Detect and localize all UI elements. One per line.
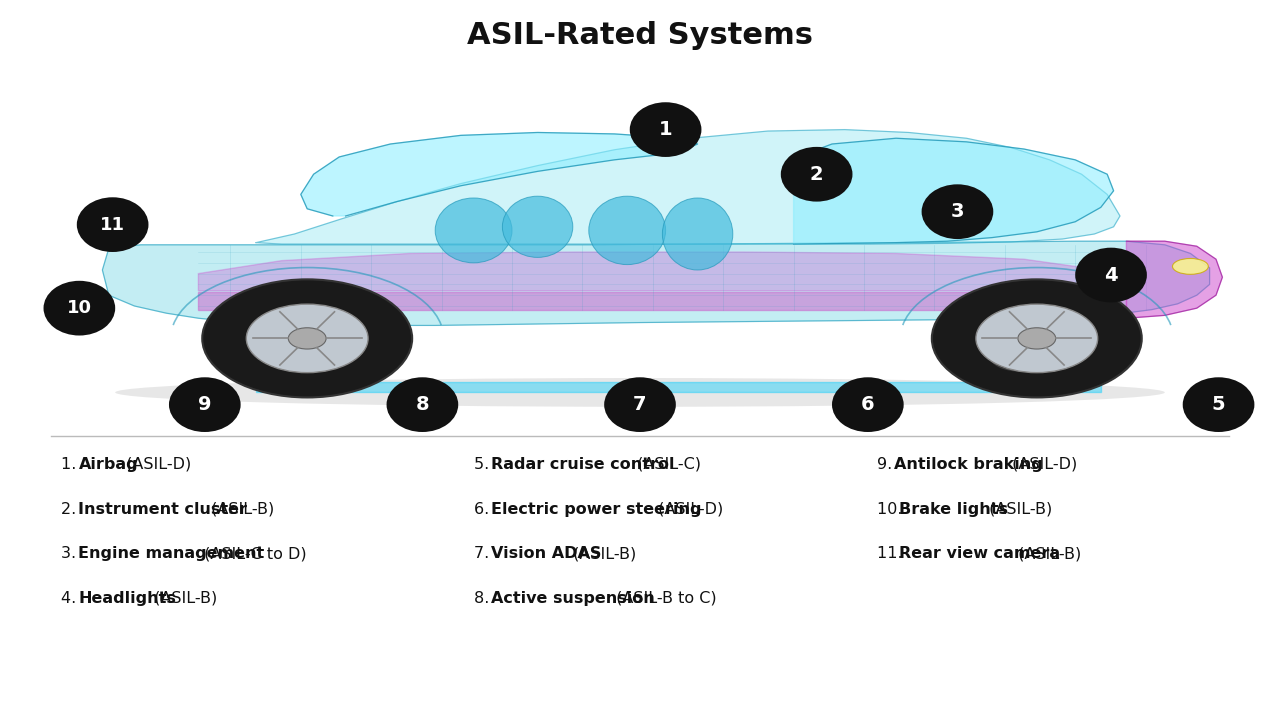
- Text: Headlights: Headlights: [78, 591, 177, 606]
- Text: 6: 6: [861, 395, 874, 414]
- Text: 11: 11: [100, 216, 125, 233]
- Text: 5: 5: [1212, 395, 1225, 414]
- Text: 8.: 8.: [474, 591, 494, 606]
- Text: (ASIL-B): (ASIL-B): [984, 502, 1052, 516]
- Polygon shape: [198, 292, 1126, 310]
- Text: 11.: 11.: [877, 546, 908, 561]
- Circle shape: [202, 279, 412, 397]
- Text: (ASIL-D): (ASIL-D): [1007, 457, 1076, 472]
- Ellipse shape: [387, 377, 458, 432]
- Text: ASIL-Rated Systems: ASIL-Rated Systems: [467, 22, 813, 50]
- Ellipse shape: [922, 184, 993, 239]
- Circle shape: [932, 279, 1142, 397]
- Text: 4.: 4.: [61, 591, 82, 606]
- Ellipse shape: [832, 377, 904, 432]
- Text: 1: 1: [659, 120, 672, 139]
- Text: 3: 3: [951, 202, 964, 221]
- Ellipse shape: [630, 102, 701, 157]
- Text: (ASIL-C to D): (ASIL-C to D): [198, 546, 306, 561]
- Ellipse shape: [589, 196, 666, 264]
- Text: (ASIL-D): (ASIL-D): [120, 457, 191, 472]
- Polygon shape: [794, 138, 1114, 244]
- Text: 7.: 7.: [474, 546, 494, 561]
- Text: 6.: 6.: [474, 502, 494, 516]
- Polygon shape: [256, 130, 1120, 244]
- Polygon shape: [198, 252, 1126, 291]
- Ellipse shape: [44, 281, 115, 336]
- Text: (ASIL-B): (ASIL-B): [568, 546, 636, 561]
- Text: Electric power steering: Electric power steering: [490, 502, 701, 516]
- Polygon shape: [301, 132, 698, 216]
- Text: (ASIL-B): (ASIL-B): [148, 591, 218, 606]
- Text: (ASIL-C): (ASIL-C): [632, 457, 701, 472]
- Text: 9.: 9.: [877, 457, 897, 472]
- Text: (ASIL-D): (ASIL-D): [653, 502, 723, 516]
- Text: 10: 10: [67, 300, 92, 317]
- Circle shape: [975, 304, 1098, 373]
- Ellipse shape: [781, 147, 852, 202]
- Text: Instrument cluster: Instrument cluster: [78, 502, 247, 516]
- Text: Active suspension: Active suspension: [490, 591, 654, 606]
- Circle shape: [1018, 328, 1056, 349]
- Text: 7: 7: [634, 395, 646, 414]
- Text: Rear view camera: Rear view camera: [900, 546, 1061, 561]
- Text: (ASIL-B to C): (ASIL-B to C): [611, 591, 717, 606]
- Text: 10.: 10.: [877, 502, 908, 516]
- Text: 4: 4: [1105, 266, 1117, 284]
- Ellipse shape: [1172, 258, 1208, 274]
- Ellipse shape: [1183, 377, 1254, 432]
- Text: (ASIL-B): (ASIL-B): [1012, 546, 1080, 561]
- Ellipse shape: [1075, 248, 1147, 302]
- Text: Radar cruise control: Radar cruise control: [490, 457, 675, 472]
- Ellipse shape: [435, 198, 512, 263]
- Text: Engine management: Engine management: [78, 546, 265, 561]
- Text: 3.: 3.: [61, 546, 82, 561]
- Ellipse shape: [503, 196, 573, 258]
- Ellipse shape: [77, 197, 148, 252]
- Text: 2: 2: [810, 165, 823, 184]
- Ellipse shape: [604, 377, 676, 432]
- Text: 8: 8: [416, 395, 429, 414]
- Text: Brake lights: Brake lights: [900, 502, 1009, 516]
- Ellipse shape: [663, 198, 733, 270]
- Circle shape: [288, 328, 326, 349]
- Ellipse shape: [115, 378, 1165, 407]
- Circle shape: [246, 304, 369, 373]
- Text: Antilock braking: Antilock braking: [893, 457, 1042, 472]
- Text: (ASIL-B): (ASIL-B): [206, 502, 274, 516]
- Text: 9: 9: [198, 395, 211, 414]
- Text: Vision ADAS: Vision ADAS: [490, 546, 602, 561]
- Polygon shape: [102, 241, 1210, 325]
- Ellipse shape: [169, 377, 241, 432]
- Polygon shape: [1126, 241, 1222, 318]
- Text: Airbag: Airbag: [78, 457, 138, 472]
- Text: 5.: 5.: [474, 457, 494, 472]
- Text: 2.: 2.: [61, 502, 82, 516]
- Text: 1.: 1.: [61, 457, 82, 472]
